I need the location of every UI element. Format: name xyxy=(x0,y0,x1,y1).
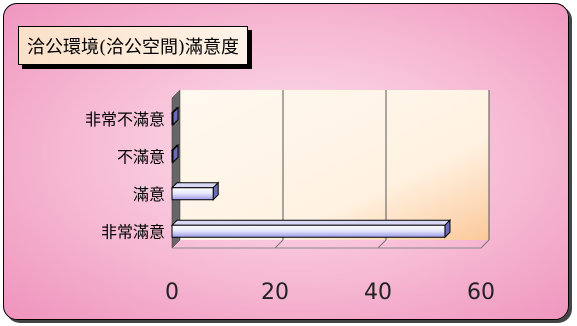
plot-area xyxy=(180,90,489,240)
x-tick-label: 0 xyxy=(165,280,179,305)
gridline-floor xyxy=(480,239,490,249)
category-label: 非常滿意 xyxy=(101,222,165,241)
bar xyxy=(171,187,214,201)
category-label: 非常不滿意 xyxy=(85,110,165,129)
chart-title-text: 洽公環境(洽公空間)滿意度 xyxy=(27,36,240,58)
bar-top-face xyxy=(170,219,452,226)
bar xyxy=(171,149,174,163)
x-tick-label: 20 xyxy=(261,280,289,305)
gridline-floor xyxy=(377,239,387,249)
bar-top-face xyxy=(170,182,220,189)
bar xyxy=(171,112,174,126)
x-tick-label: 60 xyxy=(467,280,495,305)
category-label: 不滿意 xyxy=(117,147,165,166)
bar xyxy=(171,224,446,238)
chart-title: 洽公環境(洽公空間)滿意度 xyxy=(18,26,249,65)
x-tick-label: 40 xyxy=(364,280,392,305)
category-label: 滿意 xyxy=(133,185,165,204)
gridline-floor xyxy=(274,239,284,249)
